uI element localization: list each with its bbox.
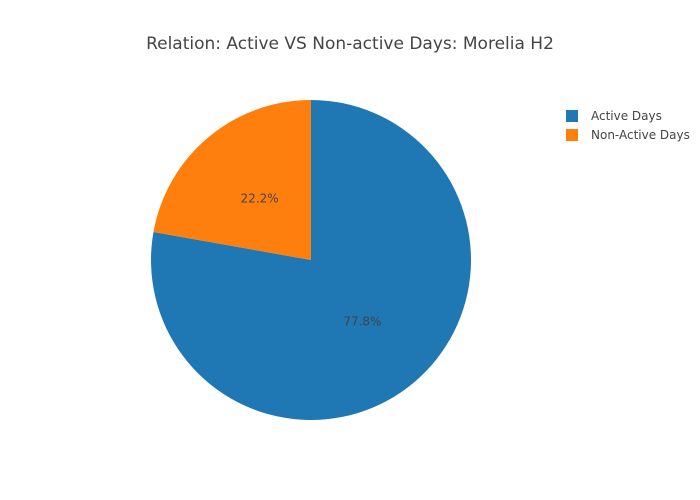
chart-title: Relation: Active VS Non-active Days: Mor… bbox=[146, 34, 554, 54]
pie-slices bbox=[151, 100, 471, 420]
legend-item-non-active-days[interactable]: Non-Active Days bbox=[566, 125, 690, 144]
legend: Active Days Non-Active Days bbox=[566, 106, 690, 144]
legend-item-active-days[interactable]: Active Days bbox=[566, 106, 690, 125]
pie-slice-non-active-days[interactable] bbox=[153, 100, 311, 260]
legend-swatch-non-active-days bbox=[566, 128, 578, 141]
legend-label-non-active-days: Non-Active Days bbox=[591, 127, 690, 142]
pie-slice-labels: 77.8% 22.2% bbox=[241, 192, 382, 329]
legend-label-active-days: Active Days bbox=[591, 108, 662, 123]
legend-swatch-active-days bbox=[566, 109, 578, 122]
pie-slice-label-non-active-days: 22.2% bbox=[241, 192, 279, 206]
pie-slice-label-active-days: 77.8% bbox=[343, 314, 381, 328]
